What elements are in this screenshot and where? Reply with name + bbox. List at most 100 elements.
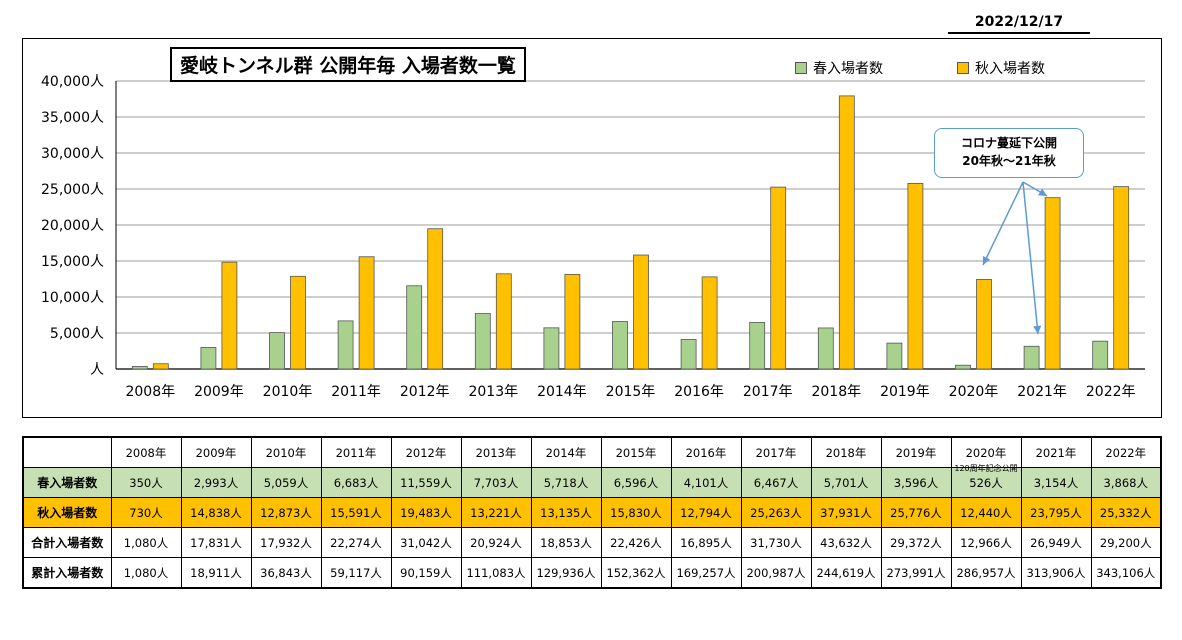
table-cell: 2,993人	[180, 467, 252, 498]
anniversary-note: 120周年記念公開	[954, 463, 1018, 473]
x-tick-label: 2012年	[400, 384, 450, 400]
legend-spring-label: 春入場者数	[813, 61, 883, 77]
callout-line2: 20年秋～21年秋	[962, 154, 1056, 168]
x-tick-label: 2021年	[1017, 384, 1067, 400]
table-cell: 16,895人	[670, 527, 742, 558]
bar-autumn	[564, 274, 581, 370]
table-cell: 23,795人	[1020, 497, 1092, 528]
bar-autumn	[358, 256, 375, 370]
y-tick-label: 人	[90, 362, 104, 378]
table-cell: 26,949人	[1020, 527, 1092, 558]
table-cell: 25,263人	[740, 497, 812, 528]
legend-spring-swatch	[795, 62, 807, 74]
legend-autumn-swatch	[957, 62, 969, 74]
bar-autumn	[701, 276, 718, 370]
table-cell: 120周年記念公開 526人	[950, 464, 1022, 498]
bar-autumn	[770, 186, 787, 370]
x-tick-label: 2016年	[674, 384, 724, 400]
x-tick-label: 2011年	[331, 384, 381, 400]
callout-arrow-2021-autumn-head	[1038, 188, 1047, 196]
bar-spring	[1092, 340, 1109, 370]
callout-arrow-2021-spring	[1022, 181, 1039, 335]
table-cell: 3,154人	[1020, 467, 1092, 498]
bar-spring	[543, 327, 560, 370]
table-row-total: 合計入場者数 1,080人 17,831人 17,932人 22,274人 31,042人…	[22, 527, 1162, 558]
x-tick-label: 2018年	[811, 384, 861, 400]
bar-autumn	[427, 228, 444, 370]
table-header: 2009年	[180, 436, 252, 468]
bar-spring	[817, 327, 834, 370]
bar-spring	[886, 342, 903, 370]
table-cell: 244,619人	[810, 557, 882, 589]
bar-spring	[1023, 345, 1040, 370]
table-cell: 90,159人	[390, 557, 462, 589]
table-cell: 18,853人	[530, 527, 602, 558]
y-tick-label: 35,000人	[41, 110, 104, 126]
table-cell: 6,596人	[600, 467, 672, 498]
table-cell: 13,221人	[460, 497, 532, 528]
table-cell: 36,843人	[250, 557, 322, 589]
table-cell: 7,703人	[460, 467, 532, 498]
table-cell: 17,831人	[180, 527, 252, 558]
table-header-row: 2008年 2009年 2010年 2011年 2012年 2013年 2014…	[22, 436, 1162, 468]
table-cell-value: 526人	[969, 475, 1003, 490]
x-tick-label: 2008年	[125, 384, 175, 400]
callout-line1: コロナ蔓延下公開	[960, 136, 1057, 150]
table-cell: 14,838人	[180, 497, 252, 528]
table-cell: 3,596人	[880, 467, 952, 498]
table-header: 2021年	[1020, 436, 1092, 468]
table-cell: 15,591人	[320, 497, 392, 528]
bar-spring	[955, 364, 971, 370]
table-cell: 29,372人	[880, 527, 952, 558]
table-cell: 29,200人	[1090, 527, 1162, 558]
legend-autumn-label: 秋入場者数	[975, 61, 1045, 77]
table-cell: 6,467人	[740, 467, 812, 498]
table-cell: 12,873人	[250, 497, 322, 528]
table-header: 2020年	[950, 436, 1022, 468]
table-cell: 313,906人	[1020, 557, 1092, 589]
bar-autumn	[1113, 186, 1130, 370]
table-cell: 273,991人	[880, 557, 952, 589]
bar-spring	[406, 285, 423, 370]
x-tick-label: 2017年	[743, 384, 793, 400]
x-tick-label: 2013年	[468, 384, 518, 400]
bar-chart: 人 5,000人 10,000人 15,000人 20,000人 25,000人 30,00…	[41, 74, 1145, 400]
table-cell: 37,931人	[810, 497, 882, 528]
bar-spring	[200, 347, 217, 370]
table-row-cumulative: 累計入場者数 1,080人 18,911人 36,843人 59,117人 90,159人…	[22, 557, 1162, 589]
bar-spring	[612, 321, 628, 370]
x-tick-label: 2020年	[949, 384, 999, 400]
table-cell-wrap: 120周年記念公開 526人	[952, 464, 1021, 491]
bar-spring	[749, 322, 766, 370]
table-cell: 25,776人	[880, 497, 952, 528]
table-header: 2012年	[390, 436, 462, 468]
chart-area: 人 5,000人 10,000人 15,000人 20,000人 25,000人 30,00…	[22, 38, 1162, 418]
bar-spring	[474, 313, 491, 370]
y-tick-label: 25,000人	[41, 182, 104, 198]
bar-autumn	[290, 275, 306, 370]
chart-title: 愛岐トンネル群 公開年毎 入場者数一覧	[170, 47, 526, 82]
table-cell: 152,362人	[600, 557, 672, 589]
legend-spring: 春入場者数	[795, 58, 883, 78]
table-cell: 12,440人	[950, 497, 1022, 528]
bar-autumn	[838, 95, 855, 370]
bar-spring	[337, 320, 354, 370]
table-cell: 13,135人	[530, 497, 602, 528]
table-cell: 169,257人	[670, 557, 742, 589]
y-tick-label: 30,000人	[41, 146, 104, 162]
table-row-autumn: 秋入場者数 730人 14,838人 12,873人 15,591人 19,483人 13,…	[22, 497, 1162, 528]
table-cell: 22,426人	[600, 527, 672, 558]
callout-arrow-2020	[982, 181, 1024, 266]
table-cell: 15,830人	[600, 497, 672, 528]
table-cell: 5,718人	[530, 467, 602, 498]
bar-autumn	[495, 273, 512, 370]
table-row-spring: 春入場者数 350人 2,993人 5,059人 6,683人 11,559人 7,703人…	[22, 464, 1162, 498]
visitor-table: 2008年 2009年 2010年 2011年 2012年 2013年 2014…	[22, 436, 1162, 589]
table-header: 2011年	[320, 436, 392, 468]
table-header: 2017年	[740, 436, 812, 468]
bar-autumn	[152, 363, 169, 370]
table-corner	[22, 436, 112, 468]
table-cell: 129,936人	[530, 557, 602, 589]
table-header: 2016年	[670, 436, 742, 468]
report-date: 2022/12/17	[948, 14, 1090, 34]
